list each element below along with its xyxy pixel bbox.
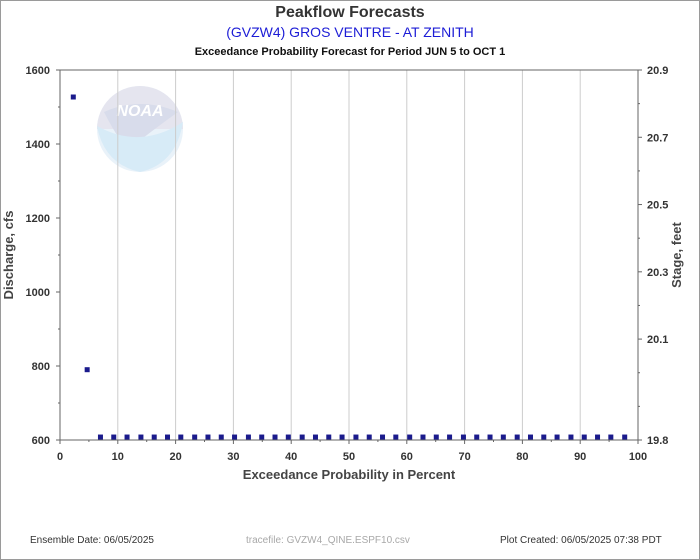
y2-tick-label: 19.8: [647, 435, 668, 447]
x-tick-label: 90: [574, 451, 586, 463]
station-subtitle: (GVZW4) GROS VENTRE - AT ZENITH: [226, 24, 474, 40]
noaa-logo-icon: NOAA: [97, 86, 183, 172]
x-tick-label: 30: [227, 451, 239, 463]
y-tick-label: 1200: [26, 213, 50, 225]
data-point: [608, 434, 614, 440]
x-tick-label: 100: [629, 451, 647, 463]
y2-tick-label: 20.1: [647, 334, 668, 346]
gridlines: [117, 70, 581, 440]
x-tick-label: 60: [401, 451, 413, 463]
data-point: [514, 434, 520, 440]
x-tick-label: 80: [516, 451, 528, 463]
x-tick-label: 10: [112, 451, 124, 463]
data-points: [70, 94, 628, 440]
data-point: [138, 434, 144, 440]
x-tick-label: 50: [343, 451, 355, 463]
data-point: [541, 434, 547, 440]
data-point: [111, 434, 117, 440]
y2-axis-title: Stage, feet: [669, 221, 684, 287]
data-point: [460, 434, 466, 440]
data-point: [366, 434, 372, 440]
data-point: [178, 434, 184, 440]
data-point: [581, 434, 587, 440]
chart-title: Peakflow Forecasts: [275, 4, 425, 21]
y-axis-title: Discharge, cfs: [1, 211, 16, 300]
y-axis-ticks: 600 800 1000 1200 1400 1600: [26, 65, 60, 447]
data-point: [326, 434, 332, 440]
y2-tick-label: 20.7: [647, 132, 668, 144]
data-point: [218, 434, 224, 440]
data-point: [151, 434, 157, 440]
data-point: [124, 434, 130, 440]
data-point: [285, 434, 291, 440]
data-point: [272, 434, 278, 440]
x-axis-title: Exceedance Probability in Percent: [243, 467, 456, 482]
x-tick-label: 70: [458, 451, 470, 463]
data-point: [97, 434, 103, 440]
data-point: [487, 434, 493, 440]
data-point: [420, 434, 426, 440]
data-point: [192, 434, 198, 440]
y-tick-label: 1400: [26, 139, 50, 151]
data-point: [500, 434, 506, 440]
data-point: [84, 367, 90, 373]
data-point: [299, 434, 305, 440]
data-point: [245, 434, 251, 440]
forecast-period: Exceedance Probability Forecast for Peri…: [194, 46, 506, 58]
x-tick-label: 40: [285, 451, 297, 463]
data-point: [595, 434, 601, 440]
y-tick-label: 800: [32, 361, 50, 373]
data-point: [622, 434, 628, 440]
plot-created: Plot Created: 06/05/2025 07:38 PDT: [500, 535, 662, 546]
data-point: [259, 434, 265, 440]
data-point: [165, 434, 171, 440]
y-tick-label: 1000: [26, 287, 50, 299]
y2-axis-ticks: 19.8 20.1 20.3 20.5 20.7 20.9: [638, 65, 668, 447]
y2-tick-label: 20.3: [647, 267, 668, 279]
data-point: [393, 434, 399, 440]
x-tick-label: 0: [57, 451, 63, 463]
ensemble-date: Ensemble Date: 06/05/2025: [30, 535, 154, 546]
tracefile-label: tracefile: GVZW4_QINE.ESPF10.csv: [246, 535, 410, 546]
watermark-text: NOAA: [116, 103, 163, 120]
data-point: [474, 434, 480, 440]
y2-tick-label: 20.5: [647, 200, 668, 212]
data-point: [205, 434, 211, 440]
data-point: [527, 434, 533, 440]
x-tick-label: 20: [169, 451, 181, 463]
data-point: [70, 94, 76, 100]
x-axis-ticks: 0 10 20 30 40 50 60 70 80 90 100: [57, 440, 647, 463]
data-point: [568, 434, 574, 440]
data-point: [554, 434, 560, 440]
data-point: [339, 434, 345, 440]
data-point: [312, 434, 318, 440]
y-tick-label: 1600: [26, 65, 50, 77]
data-point: [447, 434, 453, 440]
data-point: [232, 434, 238, 440]
data-point: [407, 434, 413, 440]
data-point: [433, 434, 439, 440]
data-point: [380, 434, 386, 440]
data-point: [353, 434, 359, 440]
y-tick-label: 600: [32, 435, 50, 447]
y2-tick-label: 20.9: [647, 65, 668, 77]
